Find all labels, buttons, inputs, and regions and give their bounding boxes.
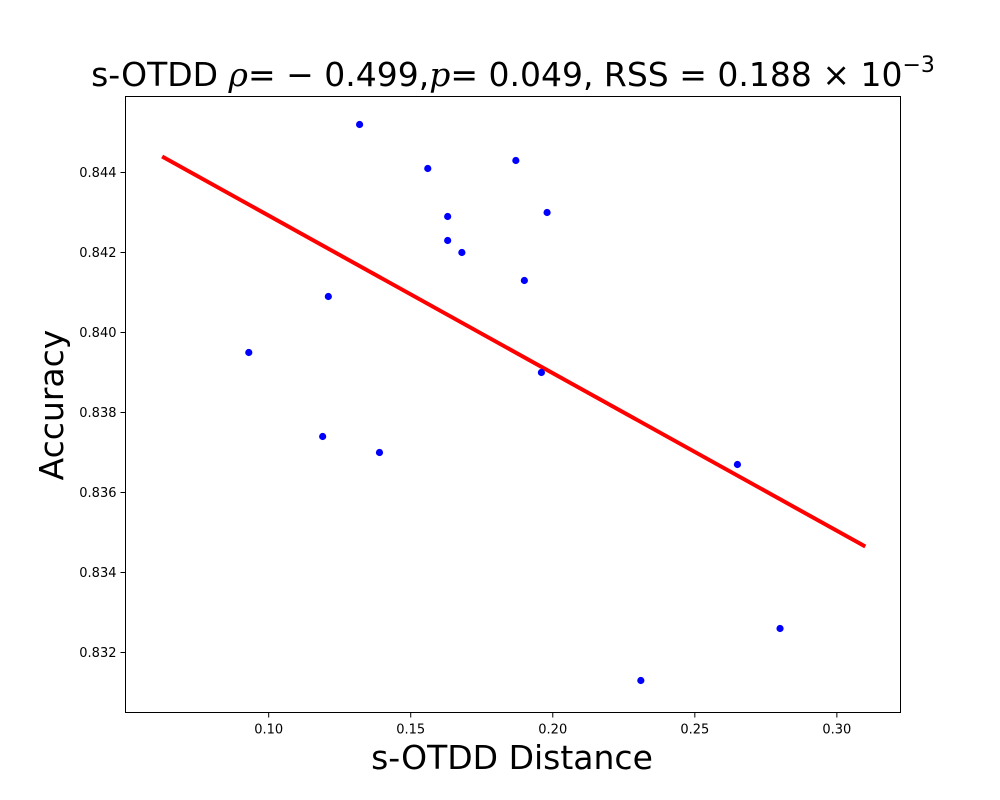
data-point-2 [319, 432, 327, 441]
x-tick-label: 0.25 [680, 723, 709, 738]
y-tick-label: 0.836 [79, 486, 116, 501]
data-point-14 [637, 676, 645, 685]
y-tick-label: 0.832 [79, 646, 116, 661]
x-axis-label: s-OTDD Distance [371, 738, 653, 777]
data-point-5 [375, 448, 384, 457]
x-tick-label: 0.30 [822, 723, 851, 738]
data-point-16 [776, 624, 784, 633]
data-point-10 [512, 156, 520, 165]
data-point-4 [355, 120, 364, 129]
x-tick-label: 0.15 [396, 723, 425, 738]
data-point-11 [520, 276, 528, 285]
chart-title: s-OTDD ρ= − 0.499,p= 0.049, RSS = 0.188 … [91, 53, 935, 94]
data-point-15 [733, 460, 742, 469]
x-tick-label: 0.20 [538, 723, 567, 738]
plot-area [161, 120, 867, 685]
title-rss-label: RSS [604, 55, 669, 94]
y-tick-label: 0.840 [79, 326, 116, 341]
data-point-3 [324, 292, 332, 301]
y-axis-label: Accuracy [32, 330, 71, 481]
data-point-9 [458, 248, 466, 257]
x-axis-ticks: 0.10 0.15 0.20 0.25 0.30 [254, 712, 851, 738]
title-rss-value: = 0.188 × 10 [669, 55, 903, 94]
y-tick-label: 0.838 [79, 406, 116, 421]
title-rho-symbol: ρ [228, 55, 249, 94]
y-tick-label: 0.842 [79, 246, 116, 261]
title-p-value: = 0.049, [450, 55, 604, 94]
data-point-1 [245, 348, 253, 357]
title-prefix: s-OTDD [91, 55, 228, 94]
y-tick-label: 0.834 [79, 566, 116, 581]
y-tick-label: 0.844 [79, 166, 116, 181]
data-point-13 [543, 208, 551, 217]
data-point-7 [444, 212, 452, 221]
title-p-symbol: p [429, 55, 450, 94]
data-point-6 [424, 164, 432, 173]
data-point-8 [444, 236, 452, 245]
plot-frame [125, 96, 901, 713]
regression-line [161, 154, 867, 549]
title-rho-value: = − 0.499, [248, 55, 429, 94]
data-point-12 [537, 368, 546, 377]
y-axis-ticks: 0.832 0.834 0.836 0.838 0.840 0.842 0.844 [79, 166, 126, 661]
x-tick-label: 0.10 [254, 723, 283, 738]
title-rss-exponent: −3 [902, 53, 934, 78]
